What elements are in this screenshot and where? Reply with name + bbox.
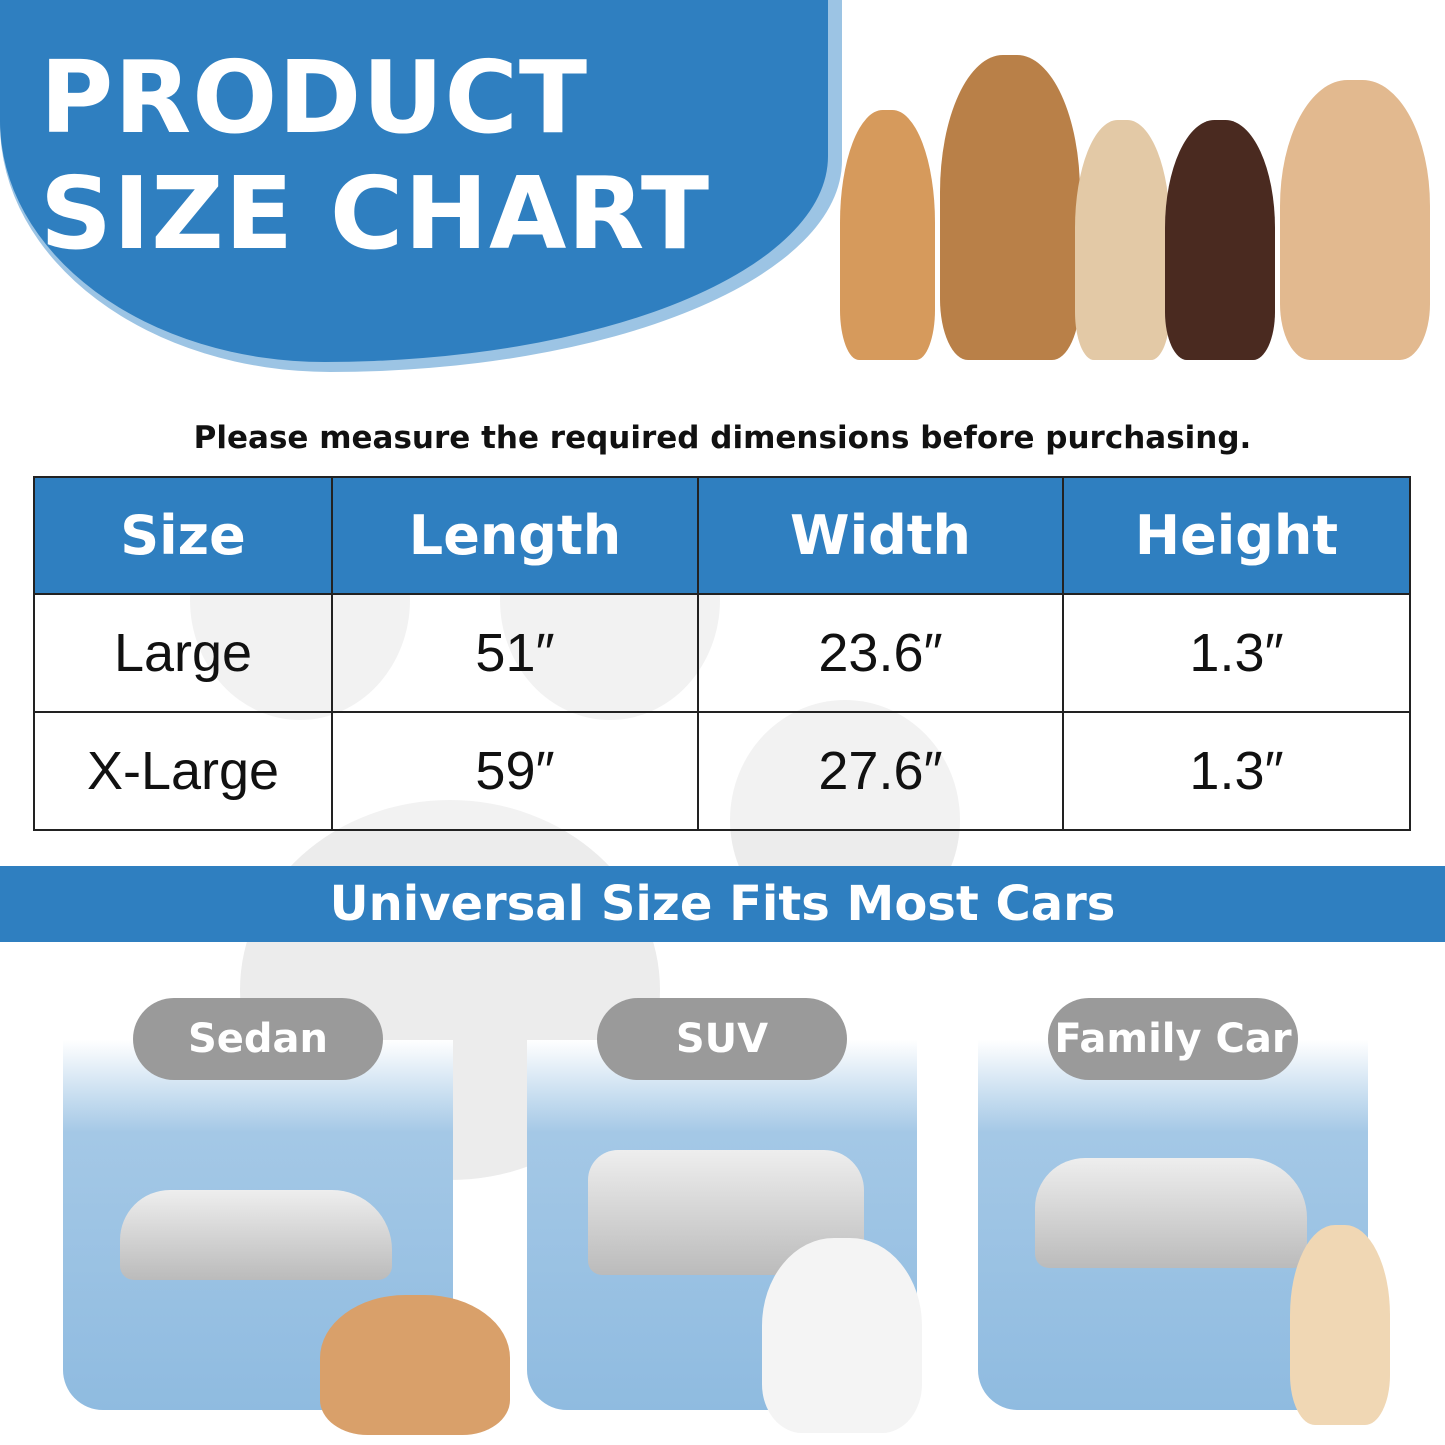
title-line-2: SIZE CHART [40,155,711,272]
cat-image [840,110,935,360]
cell-height: 1.3″ [1062,593,1411,713]
table-row: X-Large 59″ 27.6″ 1.3″ [33,711,1411,831]
cat-image [1075,120,1170,360]
corgi-image [320,1295,510,1435]
sedan-car-image [120,1190,392,1280]
pets-photo [840,50,1430,360]
cell-width: 27.6″ [697,711,1064,831]
cell-length: 51″ [331,593,699,713]
header-size: Size [33,476,333,595]
samoyed-image [762,1238,922,1433]
cell-height: 1.3″ [1062,711,1411,831]
cell-size: Large [33,593,333,713]
label-suv: SUV [597,998,847,1080]
header-length: Length [331,476,699,595]
cell-width: 23.6″ [697,593,1064,713]
family-car-image [1035,1158,1307,1268]
label-family-car: Family Car [1048,998,1298,1080]
measure-note: Please measure the required dimensions b… [193,420,1252,456]
title-line-1: PRODUCT [40,39,589,156]
size-table: Size Length Width Height Large 51″ 23.6″… [33,476,1411,831]
cell-size: X-Large [33,711,333,831]
table-row: Large 51″ 23.6″ 1.3″ [33,593,1411,713]
page-title: PRODUCT SIZE CHART [40,40,710,272]
fit-banner: Universal Size Fits Most Cars [0,866,1445,942]
dog-image [1165,120,1275,360]
cat-image [1280,80,1430,360]
cell-length: 59″ [331,711,699,831]
table-header-row: Size Length Width Height [33,476,1411,595]
header-width: Width [697,476,1064,595]
header-height: Height [1062,476,1411,595]
puppy-image [1290,1225,1390,1425]
dog-image [940,55,1080,360]
label-sedan: Sedan [133,998,383,1080]
